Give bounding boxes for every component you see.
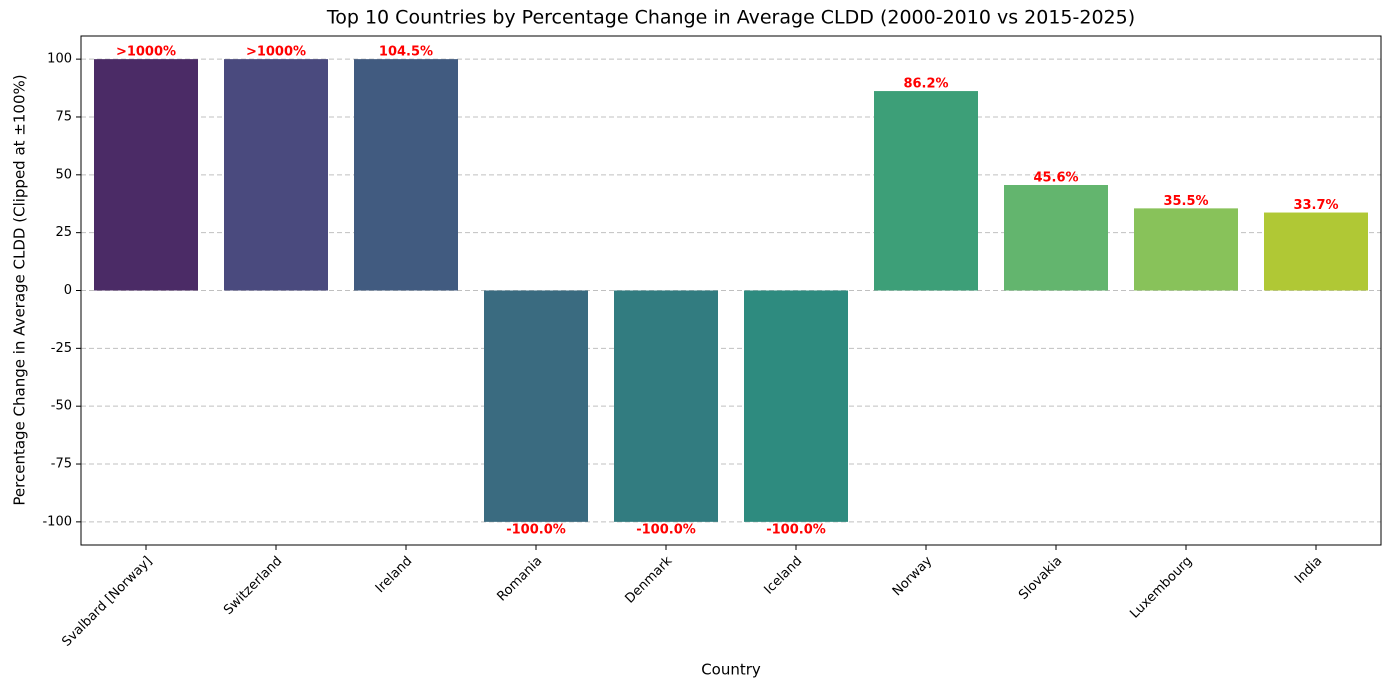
value-label: -100.0%	[506, 522, 566, 537]
y-tick-label: 50	[55, 167, 72, 182]
x-tick-label: Romania	[494, 554, 545, 605]
value-label: 35.5%	[1163, 194, 1208, 209]
y-tick-label: 75	[55, 109, 72, 124]
bar	[224, 59, 328, 291]
value-label: >1000%	[116, 45, 176, 60]
x-tick-label: Switzerland	[221, 554, 285, 618]
y-axis-label: Percentage Change in Average CLDD (Clipp…	[11, 74, 29, 505]
x-axis-label: Country	[701, 661, 761, 679]
bar	[1004, 184, 1108, 291]
plot-frame	[80, 35, 1382, 546]
value-label: 33.7%	[1293, 198, 1338, 213]
x-tick-label: Iceland	[761, 554, 805, 598]
y-tick-label: 100	[47, 52, 72, 67]
x-tick-label: Denmark	[622, 553, 675, 606]
bar	[1134, 208, 1238, 291]
x-tick-label: Ireland	[373, 554, 415, 596]
y-tick-label: 25	[55, 225, 72, 240]
value-label: 86.2%	[903, 77, 948, 92]
value-label: 45.6%	[1033, 170, 1078, 185]
value-label: >1000%	[246, 45, 306, 60]
bar	[874, 91, 978, 291]
bar	[1264, 212, 1368, 291]
bar	[94, 59, 198, 291]
value-label: -100.0%	[636, 522, 696, 537]
x-tick-label: Norway	[890, 553, 936, 599]
bar	[614, 290, 718, 522]
y-tick-label: 0	[64, 283, 72, 298]
y-tick-label: -75	[51, 457, 72, 472]
y-tick-label: -50	[51, 399, 72, 414]
x-tick-label: Svalbard [Norway]	[59, 554, 155, 650]
bar	[484, 290, 588, 522]
x-tick-label: India	[1292, 554, 1325, 587]
x-tick-label: Luxembourg	[1127, 554, 1195, 622]
value-label: -100.0%	[766, 522, 826, 537]
y-tick-label: -25	[51, 341, 72, 356]
bar	[744, 290, 848, 522]
value-label: 104.5%	[379, 45, 433, 60]
y-tick-label: -100	[42, 514, 72, 529]
chart-title: Top 10 Countries by Percentage Change in…	[326, 7, 1135, 29]
x-tick-label: Slovakia	[1016, 554, 1065, 603]
bar	[354, 59, 458, 291]
